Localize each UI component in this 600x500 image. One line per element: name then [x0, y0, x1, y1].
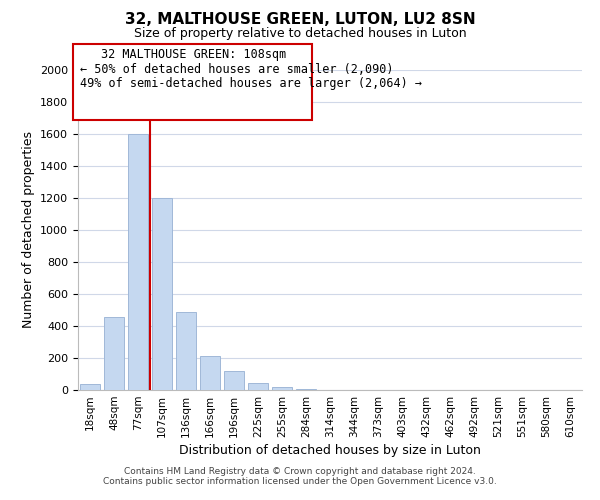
Bar — [80, 384, 100, 390]
Bar — [200, 356, 220, 390]
Text: 49% of semi-detached houses are larger (2,064) →: 49% of semi-detached houses are larger (… — [80, 77, 422, 90]
X-axis label: Distribution of detached houses by size in Luton: Distribution of detached houses by size … — [179, 444, 481, 457]
Bar — [248, 383, 268, 390]
Bar — [224, 371, 244, 390]
Bar — [104, 317, 124, 390]
Bar — [176, 312, 196, 390]
Text: 32, MALTHOUSE GREEN, LUTON, LU2 8SN: 32, MALTHOUSE GREEN, LUTON, LU2 8SN — [125, 12, 475, 28]
Text: Size of property relative to detached houses in Luton: Size of property relative to detached ho… — [134, 28, 466, 40]
Bar — [152, 198, 172, 390]
Text: ← 50% of detached houses are smaller (2,090): ← 50% of detached houses are smaller (2,… — [80, 64, 394, 76]
Bar — [128, 134, 148, 390]
Text: Contains public sector information licensed under the Open Government Licence v3: Contains public sector information licen… — [103, 477, 497, 486]
Bar — [272, 387, 292, 390]
Y-axis label: Number of detached properties: Number of detached properties — [22, 132, 35, 328]
Text: Contains HM Land Registry data © Crown copyright and database right 2024.: Contains HM Land Registry data © Crown c… — [124, 467, 476, 476]
Bar — [296, 389, 316, 390]
Text: 32 MALTHOUSE GREEN: 108sqm: 32 MALTHOUSE GREEN: 108sqm — [101, 48, 286, 62]
